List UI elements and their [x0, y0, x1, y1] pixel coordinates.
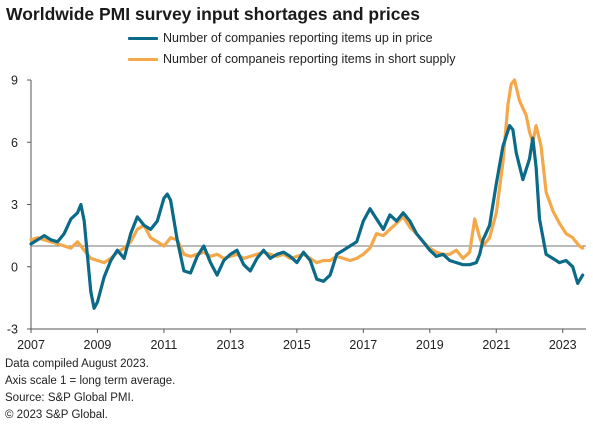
x-tick-label: 2007: [17, 338, 45, 352]
x-tick-label: 2011: [150, 338, 177, 352]
footnote-compiled: Data compiled August 2023.: [5, 358, 149, 370]
legend-label-price: Number of companies reporting items up i…: [163, 31, 433, 45]
chart-title: Worldwide PMI survey input shortages and…: [6, 4, 420, 24]
legend-label-supply: Number of companeis reporting items in s…: [163, 52, 456, 66]
y-tick-label: 3: [11, 198, 18, 212]
x-tick-label: 2009: [84, 338, 112, 352]
y-tick-label: 6: [11, 136, 18, 150]
footnote-copyright: © 2023 S&P Global.: [5, 409, 108, 421]
x-tick-label: 2015: [283, 338, 311, 352]
legend-item-supply: Number of companeis reporting items in s…: [128, 51, 456, 67]
x-tick-label: 2013: [216, 338, 244, 352]
x-tick-label: 2021: [482, 338, 510, 352]
footnote-axis-scale: Axis scale 1 = long term average.: [5, 375, 176, 387]
y-tick-label: 0: [11, 260, 18, 274]
y-tick-label: -3: [7, 323, 18, 337]
legend-swatch-supply: [128, 57, 158, 61]
series-line-price: [29, 124, 585, 310]
legend-item-price: Number of companies reporting items up i…: [128, 30, 433, 46]
legend-swatch-price: [128, 36, 158, 40]
x-tick-label: 2023: [549, 338, 577, 352]
x-tick-label: 2017: [349, 338, 377, 352]
footnote-source: Source: S&P Global PMI.: [5, 392, 134, 404]
x-tick-label: 2019: [416, 338, 444, 352]
y-tick-label: 9: [11, 74, 18, 88]
